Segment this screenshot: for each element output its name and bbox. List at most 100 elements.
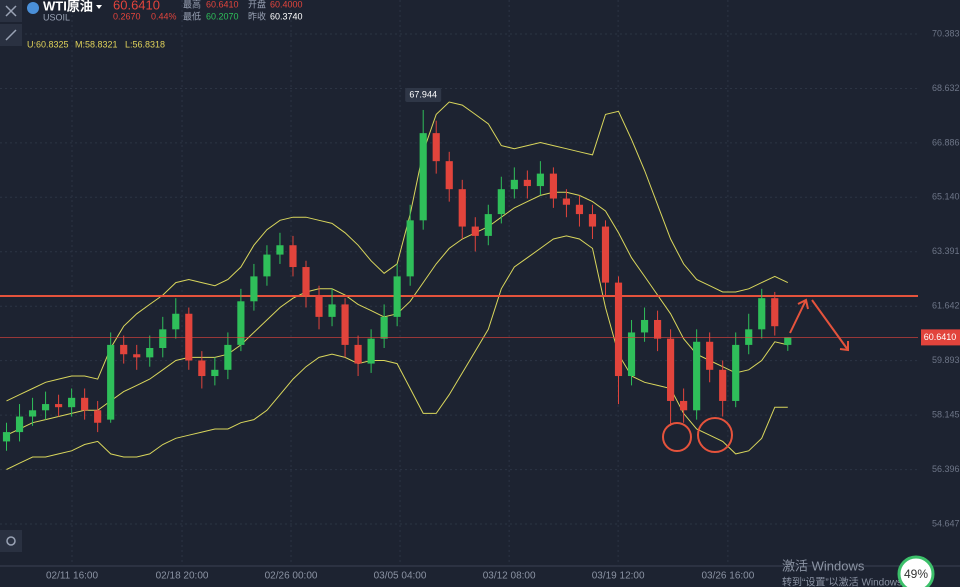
candle-body (263, 254, 271, 277)
plot: 67.944 60.6410 (0, 87, 960, 470)
candle-body (159, 329, 167, 349)
candle-body (667, 338, 675, 401)
watermark: 激活 Windows (782, 558, 865, 573)
candle-body (575, 204, 584, 215)
candle-body (302, 267, 310, 296)
candle-body (614, 282, 623, 377)
candle-body (107, 344, 115, 420)
x-tick-label: 03/26 16:00 (701, 571, 754, 582)
y-tick-label: 58.145 (932, 409, 960, 419)
badge-text: 49% (904, 567, 928, 581)
candle-body (81, 397, 89, 411)
y-tick-label: 54.647 (932, 518, 960, 528)
y-tick-label: 56.396 (932, 464, 960, 474)
candle-body (393, 276, 401, 317)
y-tick-label: 65.140 (932, 192, 960, 202)
change: 0.2670 (113, 11, 141, 21)
candle-body (406, 220, 414, 277)
candle-body (706, 341, 714, 370)
stat-value: 60.4000 (270, 0, 303, 9)
candle-body (120, 344, 128, 355)
candle-body (68, 397, 76, 408)
arrow-annotation (789, 298, 849, 352)
candle-body (653, 319, 662, 339)
candle-body (2, 432, 11, 442)
symbol-code: USOIL (43, 12, 70, 22)
x-tick-label: 03/19 12:00 (592, 571, 645, 582)
x-tick-label: 02/18 20:00 (156, 571, 209, 582)
candle-body (367, 338, 375, 364)
peak-label: 67.944 (409, 89, 437, 99)
candle-body (562, 198, 571, 205)
candle-body (484, 214, 492, 236)
badge[interactable] (897, 555, 935, 587)
candle-body (289, 245, 297, 268)
peak-label-box (405, 87, 442, 102)
y-tick-label: 70.383 (932, 28, 960, 38)
stat-label: 昨收 (248, 10, 266, 21)
candle-body (328, 304, 336, 317)
symbol-icon (27, 2, 39, 14)
stat-value: 60.6410 (206, 0, 239, 9)
candle-body (315, 295, 323, 317)
stat-value: 60.2070 (206, 11, 239, 21)
y-tick-label: 63.391 (932, 246, 960, 256)
change-pct: 0.44% (151, 11, 177, 21)
toolbar-button[interactable] (0, 530, 22, 552)
candle-body (354, 344, 362, 364)
indicator-upper: U:60.8325 (27, 39, 69, 49)
candle-body (224, 344, 232, 370)
circle-annotation (697, 417, 733, 453)
candle-body (237, 301, 245, 345)
candle-body (693, 341, 701, 411)
x-tick-label: 03/12 08:00 (483, 571, 536, 582)
candle-body (536, 173, 544, 187)
candle-body (732, 344, 740, 401)
candle-body (276, 245, 284, 255)
candle-body (250, 276, 258, 302)
indicator-middle: M:58.8321 (75, 39, 118, 49)
candle-body (419, 133, 427, 221)
watermark-hint: 转到“设置”以激活 Windows。 (782, 576, 912, 587)
candle-body (211, 369, 219, 377)
y-tick-label: 59.893 (932, 355, 960, 365)
settings-icon (6, 536, 16, 546)
x-tick-label: 02/11 16:00 (46, 571, 99, 582)
candle-body (640, 319, 649, 333)
candle-body (680, 400, 688, 411)
symbol-name[interactable]: WTI原油 (43, 0, 93, 13)
candle-body (758, 298, 766, 330)
draw-icon (5, 29, 17, 41)
candle-body (497, 189, 505, 215)
candle-body (172, 313, 180, 330)
close-icon (5, 5, 17, 17)
candle-body (510, 179, 518, 190)
stat-label: 最高 (183, 0, 201, 9)
candle-body (341, 304, 349, 345)
candle-body (458, 189, 466, 227)
candle-body (445, 161, 453, 190)
candle-body (432, 133, 440, 162)
stat-label: 开盘 (248, 0, 266, 9)
last-price-tag-text: 60.6410 (924, 332, 957, 342)
x-tick-label: 03/05 04:00 (374, 571, 427, 582)
candle-body (601, 226, 610, 283)
dropdown-caret[interactable] (96, 5, 102, 9)
candle-body (41, 404, 50, 411)
candle-body (771, 298, 779, 327)
candle-body (549, 173, 557, 199)
candle-body (55, 404, 63, 408)
band-lower (6, 235, 788, 470)
candle-body (719, 369, 727, 401)
y-tick-label: 68.632 (932, 83, 960, 93)
candle-body (198, 360, 206, 377)
stat-value: 60.3740 (270, 11, 303, 21)
y-tick-label: 66.886 (932, 137, 960, 147)
candle-body (471, 226, 479, 236)
band-upper (6, 101, 789, 402)
y-tick-label: 61.642 (932, 301, 960, 311)
circle-annotation (662, 422, 692, 452)
